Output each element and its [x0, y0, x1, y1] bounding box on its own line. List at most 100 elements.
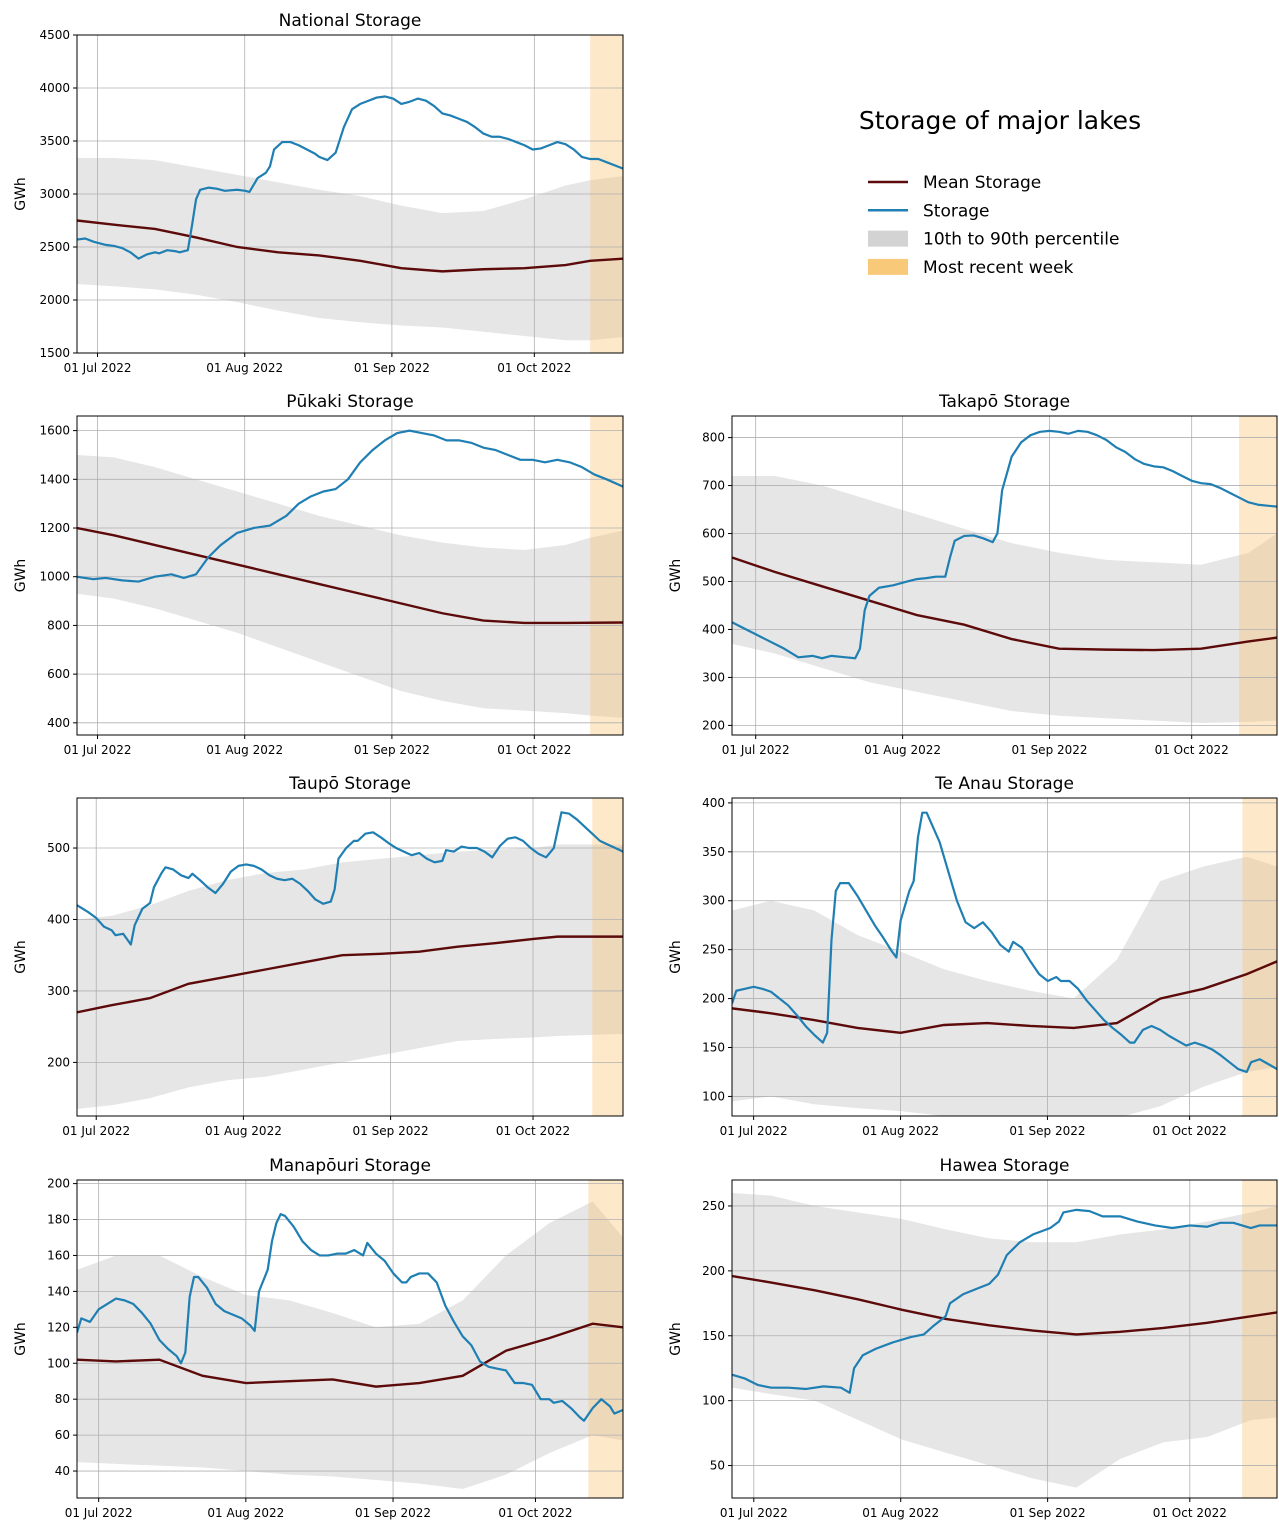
percentile-band	[77, 1201, 623, 1490]
chart-panels: 1500 2000 2500 3000 3500 4000 4500 01 Jul 2022 0…	[13, 11, 1278, 1520]
recent-week-shade	[590, 416, 623, 735]
y-tick-label: 2000	[39, 293, 70, 307]
y-axis-label: GWh	[668, 1322, 684, 1356]
x-tick-label: 01 Sep 2022	[1011, 743, 1087, 757]
x-tick-label: 01 Aug 2022	[864, 743, 941, 757]
legend-label-2: 10th to 90th percentile	[923, 230, 1119, 250]
plot-area	[732, 416, 1277, 735]
figure-title: Storage of major lakes	[859, 106, 1141, 135]
recent-week-shade	[1239, 416, 1277, 735]
x-tick-label: 01 Sep 2022	[353, 1124, 429, 1138]
y-tick-label: 3500	[39, 134, 70, 148]
x-tick-label: 01 Jul 2022	[722, 743, 790, 757]
y-tick-label: 100	[47, 1356, 70, 1370]
y-tick-label: 200	[702, 718, 725, 732]
y-tick-label: 300	[47, 984, 70, 998]
y-axis-label: GWh	[668, 940, 684, 974]
plot-area	[77, 35, 623, 353]
x-tick-label: 01 Jul 2022	[720, 1506, 788, 1520]
chart-pukaki: 400 600 800 1000 1200 1400 1600 01 Jul 2022 01 A…	[13, 392, 624, 757]
y-tick-label: 4000	[39, 81, 70, 95]
legend-label-0: Mean Storage	[923, 173, 1041, 193]
mean-storage-line	[732, 556, 1277, 652]
recent-week-shade	[588, 1180, 623, 1498]
x-tick-label: 01 Oct 2022	[498, 1506, 572, 1520]
chart-title: Te Anau Storage	[934, 774, 1074, 794]
legend-label-3: Most recent week	[923, 258, 1074, 278]
x-tick-label: 01 Oct 2022	[1153, 1124, 1227, 1138]
chart-taupo: 200 300 400 500 01 Jul 2022 01 Aug 2022 01 Sep…	[13, 774, 624, 1138]
percentile-band	[77, 844, 623, 1109]
percentile-band	[732, 856, 1277, 1116]
y-tick-label: 1400	[39, 472, 70, 486]
y-tick-label: 800	[702, 431, 725, 445]
y-tick-label: 160	[47, 1248, 70, 1262]
y-tick-label: 300	[702, 670, 725, 684]
mean-storage-line	[732, 960, 1277, 1035]
y-tick-label: 500	[702, 574, 725, 588]
x-tick-label: 01 Oct 2022	[1155, 743, 1229, 757]
mean-storage-line	[77, 935, 623, 1014]
chart-national: 1500 2000 2500 3000 3500 4000 4500 01 Jul 2022 0…	[13, 11, 624, 375]
y-tick-label: 60	[55, 1428, 70, 1442]
x-tick-label: 01 Aug 2022	[206, 361, 283, 375]
y-axis-label: GWh	[13, 940, 29, 974]
recent-week-shade	[1242, 1180, 1277, 1498]
mean-storage-line	[732, 1274, 1277, 1336]
y-axis-label: GWh	[668, 559, 684, 593]
chart-title: Takapō Storage	[938, 392, 1070, 412]
recent-week-shade	[592, 798, 623, 1116]
y-tick-label: 1600	[39, 424, 70, 438]
storage-line	[77, 1213, 623, 1422]
x-tick-label: 01 Jul 2022	[65, 1506, 133, 1520]
y-tick-label: 200	[702, 1264, 725, 1278]
y-tick-label: 500	[47, 841, 70, 855]
chart-title: Manapōuri Storage	[269, 1156, 431, 1176]
x-tick-label: 01 Sep 2022	[354, 743, 430, 757]
percentile-band	[732, 1192, 1277, 1488]
x-tick-label: 01 Sep 2022	[354, 361, 430, 375]
percentile-band	[77, 157, 623, 341]
x-tick-label: 01 Jul 2022	[62, 1124, 130, 1138]
plot-area	[732, 798, 1277, 1116]
x-tick-label: 01 Jul 2022	[64, 743, 132, 757]
x-tick-label: 01 Oct 2022	[497, 743, 571, 757]
y-tick-label: 80	[55, 1392, 70, 1406]
storage-line	[77, 95, 623, 260]
plot-area	[77, 798, 623, 1116]
y-tick-label: 180	[47, 1213, 70, 1227]
axes-frame	[731, 797, 1278, 1117]
chart-title: Hawea Storage	[940, 1156, 1070, 1176]
y-tick-label: 700	[702, 479, 725, 493]
legend-label-1: Storage	[923, 201, 990, 221]
percentile-band	[732, 475, 1277, 724]
x-tick-label: 01 Jul 2022	[720, 1124, 788, 1138]
y-tick-label: 600	[47, 667, 70, 681]
y-tick-label: 400	[47, 912, 70, 926]
chart-hawea: 50 100 150 200 250 01 Jul 2022 01 Aug 2022 01 S…	[668, 1156, 1278, 1520]
y-tick-label: 400	[47, 716, 70, 730]
storage-line	[77, 811, 623, 946]
x-tick-label: 01 Oct 2022	[1153, 1506, 1227, 1520]
y-tick-label: 100	[702, 1089, 725, 1103]
axes-frame	[76, 1179, 624, 1499]
y-axis-label: GWh	[13, 559, 29, 593]
storage-line	[732, 811, 1277, 1074]
y-tick-label: 150	[702, 1329, 725, 1343]
plot-area	[77, 1180, 623, 1498]
axes-frame	[731, 1179, 1278, 1499]
mean-storage-line	[77, 219, 623, 273]
chart-takapo: 200 300 400 500 600 700 800 01 Jul 2022 01 Aug 2…	[668, 392, 1278, 757]
x-tick-label: 01 Sep 2022	[1010, 1506, 1086, 1520]
axes-frame	[76, 415, 624, 736]
y-tick-label: 300	[702, 894, 725, 908]
chart-title: National Storage	[279, 11, 422, 31]
y-tick-label: 250	[702, 1199, 725, 1213]
y-tick-label: 40	[55, 1464, 70, 1478]
y-tick-label: 800	[47, 618, 70, 632]
y-tick-label: 350	[702, 845, 725, 859]
axes-frame	[76, 797, 624, 1117]
x-tick-label: 01 Oct 2022	[496, 1124, 570, 1138]
storage-line	[732, 1208, 1277, 1394]
